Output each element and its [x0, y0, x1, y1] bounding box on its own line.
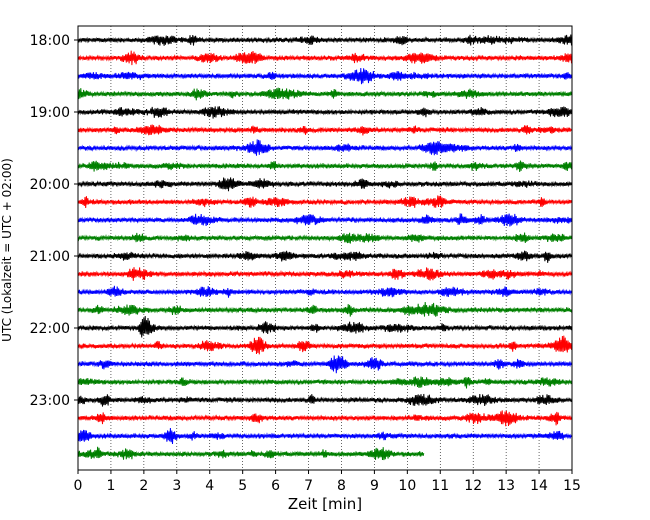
trace-22:30: [77, 355, 572, 374]
y-tick-label-18:00: 18:00: [30, 33, 70, 49]
trace-18:30: [77, 67, 572, 85]
trace-23:30: [77, 427, 572, 444]
x-tick-label-5: 5: [238, 478, 247, 494]
y-tick-label-23:00: 23:00: [30, 393, 70, 409]
trace-20:45: [77, 232, 572, 244]
x-tick-label-7: 7: [304, 478, 313, 494]
y-tick-label-20:00: 20:00: [30, 177, 70, 193]
x-tick-label-6: 6: [271, 478, 280, 494]
x-tick-label-13: 13: [497, 478, 515, 494]
x-tick-label-2: 2: [139, 478, 148, 494]
x-tick-label-15: 15: [563, 478, 581, 494]
trace-21:15: [77, 267, 572, 281]
x-axis-label: Zeit [min]: [288, 495, 362, 513]
y-tick-label-22:00: 22:00: [30, 321, 70, 337]
x-tick-label-0: 0: [74, 478, 83, 494]
y-tick-label-19:00: 19:00: [30, 105, 70, 121]
x-tick-label-3: 3: [172, 478, 181, 494]
trace-22:15: [77, 335, 572, 355]
trace-18:45: [77, 87, 572, 101]
x-tick-label-8: 8: [337, 478, 346, 494]
plot-frame: [77, 25, 573, 471]
seismic-traces: [77, 34, 572, 461]
trace-23:00: [77, 393, 572, 407]
x-tick-label-1: 1: [106, 478, 115, 494]
trace-20:15: [77, 195, 572, 209]
trace-23:45: [77, 446, 425, 461]
trace-22:00: [77, 315, 572, 338]
trace-18:15: [77, 50, 572, 66]
trace-21:30: [77, 285, 572, 298]
trace-19:45: [77, 160, 572, 172]
trace-21:00: [77, 250, 572, 263]
trace-19:15: [77, 124, 572, 136]
x-tick-label-9: 9: [370, 478, 379, 494]
x-tick-label-4: 4: [205, 478, 214, 494]
trace-21:45: [77, 302, 572, 317]
x-tick-label-14: 14: [530, 478, 548, 494]
y-axis-label: UTC (Lokalzeit = UTC + 02:00): [0, 158, 14, 342]
trace-20:30: [77, 213, 572, 227]
trace-22:45: [77, 376, 572, 389]
x-tick-label-11: 11: [431, 478, 449, 494]
trace-19:00: [77, 106, 572, 119]
y-axis-ticks: 18:00 19:00 20:00 21:00 22:00 23:00: [30, 33, 78, 409]
x-tick-label-10: 10: [398, 478, 416, 494]
x-tick-label-12: 12: [464, 478, 482, 494]
trace-18:00: [77, 34, 572, 46]
grid-lines: [110, 26, 540, 470]
trace-19:30: [77, 139, 572, 156]
y-tick-label-21:00: 21:00: [30, 249, 70, 265]
trace-23:15: [77, 410, 572, 427]
trace-20:00: [77, 177, 572, 192]
x-axis-ticks: 0 1 2 3 4 5 6 7 8 9 10 11 12 13 14 15: [74, 470, 581, 494]
